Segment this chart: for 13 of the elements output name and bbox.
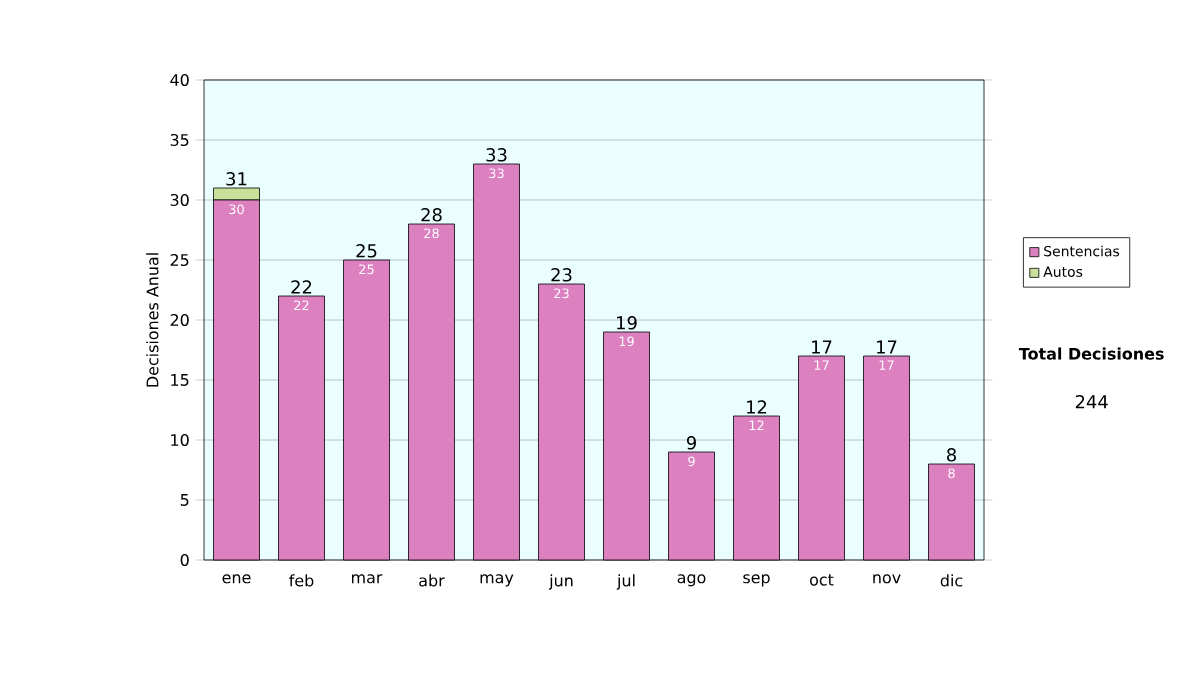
total-label: 9 — [686, 436, 696, 450]
total-label: 8 — [947, 448, 956, 462]
total-label: 23 — [551, 268, 572, 282]
total-label: 19 — [617, 316, 637, 330]
text: 244 — [1075, 394, 1108, 409]
total-label: 12 — [747, 400, 767, 414]
total-label: 17 — [812, 340, 832, 354]
total-label: 33 — [486, 148, 507, 162]
total-label: 25 — [356, 244, 377, 258]
total-label: 17 — [877, 340, 897, 354]
total-label: 22 — [291, 280, 312, 294]
total-label: 31 — [226, 172, 247, 186]
total-label: 28 — [421, 208, 442, 222]
